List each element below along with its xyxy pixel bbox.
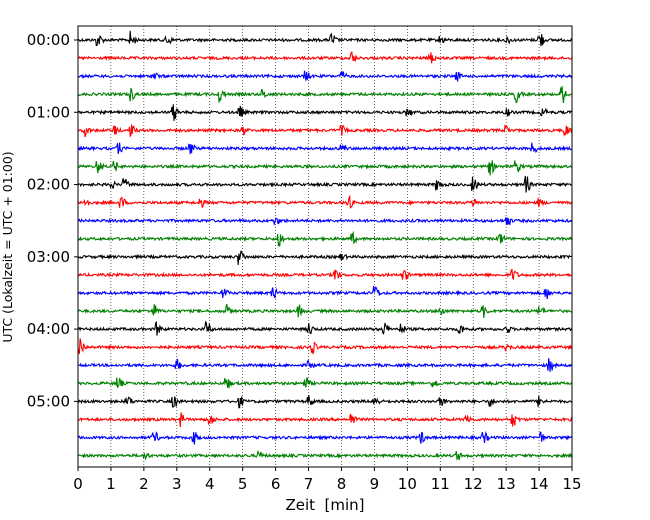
y-tick-label: 05:00	[27, 392, 70, 410]
x-tick-label: 15	[562, 475, 581, 493]
trace-0315	[77, 268, 573, 281]
x-axis-ticks: 0 1 2 3 4 5 6 7 8 9 10 11 12 13 14 15	[73, 467, 582, 493]
x-tick-label: 2	[139, 475, 149, 493]
trace-0245	[77, 230, 573, 247]
y-tick-label: 00:00	[27, 31, 70, 49]
plot-frame	[77, 25, 573, 468]
trace-0345	[78, 303, 573, 318]
x-tick-label: 11	[431, 475, 450, 493]
trace-0515	[77, 412, 573, 428]
trace-0530	[77, 430, 573, 445]
trace-0445	[77, 377, 573, 389]
x-axis-label: Zeit [min]	[285, 496, 364, 514]
y-axis-ticks: 00:00 01:00 02:00 03:00 04:00 05:00	[27, 31, 78, 410]
trace-0030	[77, 70, 573, 83]
trace-0000	[77, 30, 572, 47]
trace-0230	[77, 216, 573, 226]
x-tick-label: 8	[337, 475, 347, 493]
y-tick-label: 02:00	[27, 176, 70, 194]
trace-group	[77, 30, 573, 461]
trace-0500	[77, 395, 573, 409]
trace-0100	[77, 104, 573, 121]
trace-0300	[77, 250, 573, 265]
x-tick-label: 6	[271, 475, 281, 493]
y-tick-label: 03:00	[27, 248, 70, 266]
x-tick-label: 1	[106, 475, 116, 493]
x-tick-label: 4	[205, 475, 215, 493]
x-tick-label: 13	[497, 475, 516, 493]
trace-0015	[78, 51, 573, 64]
trace-0130	[77, 142, 573, 155]
trace-0215	[77, 194, 573, 209]
x-tick-label: 7	[304, 475, 314, 493]
trace-0545	[77, 449, 573, 461]
x-tick-label: 9	[370, 475, 380, 493]
trace-0415	[77, 338, 573, 355]
trace-0400	[77, 320, 573, 336]
trace-0330	[77, 285, 573, 300]
trace-0430	[77, 358, 573, 372]
y-tick-label: 01:00	[27, 103, 70, 121]
x-tick-label: 14	[530, 475, 549, 493]
trace-0145	[77, 160, 572, 176]
x-tick-label: 0	[73, 475, 83, 493]
x-tick-label: 12	[464, 475, 483, 493]
x-tick-label: 3	[172, 475, 182, 493]
x-tick-label: 5	[238, 475, 248, 493]
x-tick-label: 10	[398, 475, 417, 493]
trace-0045	[77, 86, 573, 104]
y-tick-label: 04:00	[27, 320, 70, 338]
trace-0200	[77, 175, 573, 193]
trace-0115	[77, 123, 573, 138]
y-axis-label: UTC (Lokalzeit = UTC + 01:00)	[0, 151, 15, 342]
